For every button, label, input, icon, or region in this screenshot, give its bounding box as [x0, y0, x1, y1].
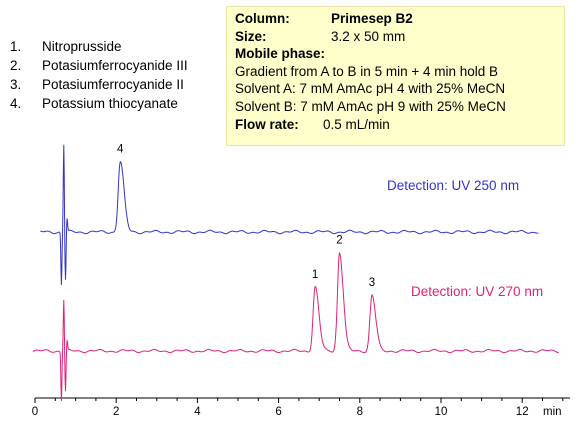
compound-legend: 1. Nitroprusside 2. Potasiumferrocyanide… — [10, 37, 188, 113]
x-tick-label: 4 — [194, 406, 201, 418]
flow-rate-value: 0.5 mL/min — [323, 116, 390, 132]
legend-label: Potassium thiocyanate — [42, 96, 178, 111]
x-tick-label: 2 — [113, 406, 119, 418]
peak-label: 2 — [336, 235, 342, 247]
flow-rate-label: Flow rate: — [235, 116, 299, 132]
solvent-a-text: Solvent A: 7 mM AmAc pH 4 with 25% MeCN — [235, 81, 506, 97]
legend-number: 3. — [10, 77, 22, 92]
legend-item: 3. Potasiumferrocyanide II — [10, 75, 188, 94]
x-axis-ticks: 0 2 4 6 8 10 12 — [32, 398, 564, 418]
legend-item: 1. Nitroprusside — [10, 37, 188, 56]
legend-number: 1. — [10, 39, 22, 54]
legend-label: Potasiumferrocyanide II — [42, 77, 184, 92]
peak-label: 4 — [117, 144, 124, 156]
mobile-phase-row: Mobile phase: — [235, 45, 564, 63]
trace-uv250 — [40, 144, 539, 286]
legend-item: 4. Potassium thiocyanate — [10, 94, 188, 113]
size-value: 3.2 x 50 mm — [331, 28, 406, 44]
mobile-phase-label: Mobile phase: — [235, 46, 326, 62]
conditions-box: Column: Primesep B2 Size: 3.2 x 50 mm Mobi… — [226, 6, 565, 146]
series-label-uv270: Detection: UV 270 nm — [411, 284, 544, 299]
column-value: Primesep B2 — [331, 11, 413, 26]
peak-labels: 4 1 2 3 — [117, 144, 375, 290]
peak-label: 1 — [312, 269, 318, 281]
x-tick-label: 8 — [357, 406, 363, 418]
size-row: Size: 3.2 x 50 mm — [235, 28, 564, 46]
column-label: Column: — [235, 11, 290, 26]
trace-uv270 — [32, 251, 559, 402]
solvent-b-text: Solvent B: 7 mM AmAc pH 9 with 25% MeCN — [235, 98, 506, 114]
peak-label: 3 — [369, 277, 375, 289]
column-row: Column: Primesep B2 — [235, 10, 564, 28]
legend-number: 4. — [10, 96, 22, 111]
legend-label: Potasiumferrocyanide III — [42, 58, 188, 73]
legend-item: 2. Potasiumferrocyanide III — [10, 56, 188, 75]
x-axis-unit-label: min — [543, 406, 562, 418]
x-tick-label: 12 — [516, 406, 529, 418]
legend-label: Nitroprusside — [42, 39, 122, 54]
legend-number: 2. — [10, 58, 22, 73]
gradient-text: Gradient from A to B in 5 min + 4 min ho… — [235, 63, 499, 79]
size-label: Size: — [235, 28, 267, 44]
series-label-uv250: Detection: UV 250 nm — [387, 178, 520, 193]
x-tick-label: 0 — [32, 406, 38, 418]
x-tick-label: 6 — [275, 406, 281, 418]
x-tick-label: 10 — [435, 406, 448, 418]
flow-rate-row: Flow rate: 0.5 mL/min — [235, 116, 564, 134]
